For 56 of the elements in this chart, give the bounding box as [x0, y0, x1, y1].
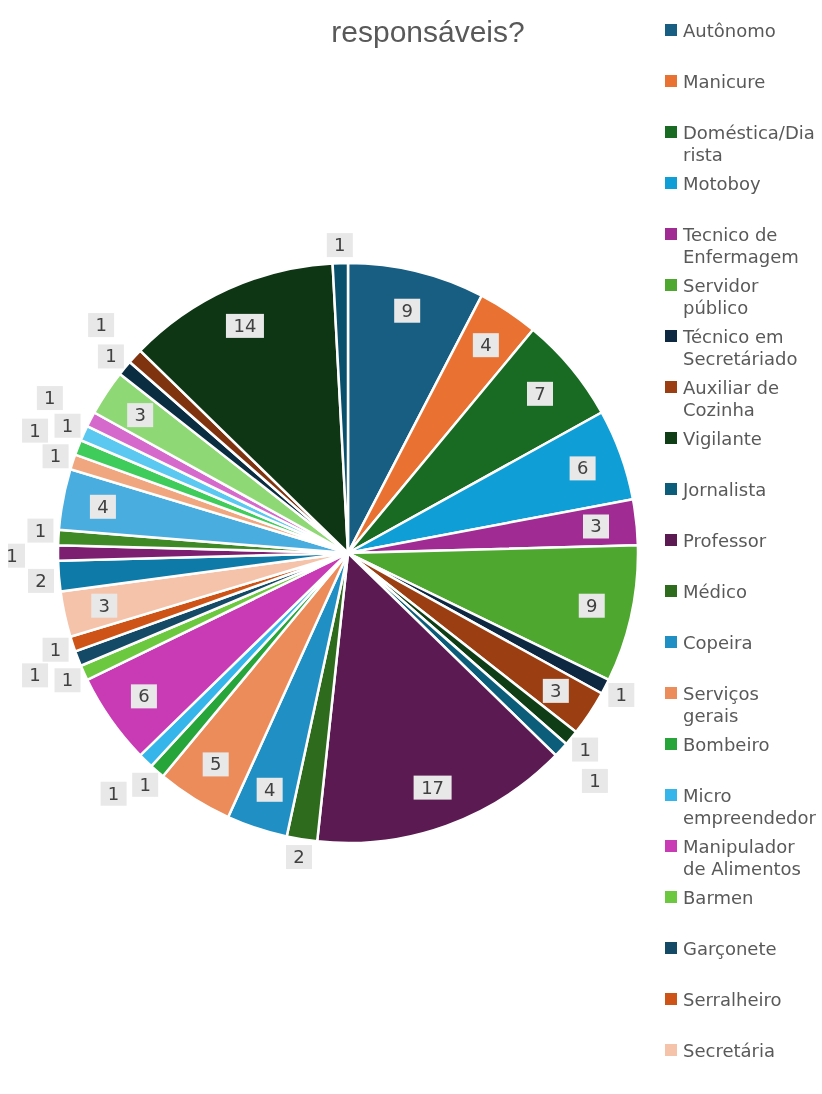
- data-label: 14: [233, 314, 257, 336]
- chart-title: responsáveis?: [331, 15, 525, 48]
- data-label: 2: [35, 569, 47, 591]
- data-label: 3: [590, 515, 602, 537]
- legend-label: Vigilante: [683, 428, 762, 449]
- legend-label: Motoboy: [683, 173, 762, 194]
- legend-label: Serralheiro: [683, 989, 782, 1010]
- data-label: 3: [134, 404, 146, 426]
- legend-label: Secretária: [683, 1040, 775, 1061]
- legend-label: Servidor público: [683, 275, 759, 318]
- data-label: 9: [586, 594, 598, 616]
- legend-label: Copeira: [683, 632, 753, 653]
- data-label: 1: [6, 544, 18, 566]
- data-label: 1: [139, 773, 151, 795]
- legend-label: Jornalista: [682, 479, 767, 500]
- data-label: 1: [579, 738, 591, 760]
- data-label: 7: [534, 382, 546, 404]
- data-label: 1: [34, 519, 47, 541]
- data-label: 4: [263, 778, 276, 800]
- data-label: 1: [49, 445, 62, 467]
- data-label: 1: [29, 419, 41, 441]
- data-label: 1: [107, 782, 120, 804]
- data-label: 1: [49, 638, 62, 660]
- data-label: 1: [334, 234, 346, 256]
- legend-label: Médico: [683, 581, 747, 602]
- data-label: 6: [576, 457, 589, 479]
- legend-label: Barmen: [683, 887, 754, 908]
- data-label: 1: [615, 684, 628, 706]
- data-label: 1: [29, 664, 41, 686]
- data-label: 1: [589, 769, 601, 791]
- data-label: 1: [61, 414, 74, 436]
- data-label: 1: [105, 345, 117, 367]
- data-label: 2: [293, 846, 305, 868]
- legend-label: Auxiliar de Cozinha: [683, 377, 780, 420]
- legend-label: Manipulador de Alimentos: [683, 836, 802, 879]
- data-label: 5: [209, 753, 222, 775]
- data-label: 4: [480, 334, 492, 356]
- data-label: 1: [95, 314, 107, 336]
- legend-label: Manicure: [683, 71, 766, 92]
- data-label: 9: [401, 299, 413, 321]
- data-label: 6: [138, 685, 150, 707]
- legend-label: Garçonete: [683, 938, 777, 959]
- data-label: 1: [61, 669, 74, 691]
- legend-label: Técnico em Secretáriado: [682, 326, 798, 369]
- legend-label: Micro empreendedor: [683, 785, 817, 828]
- data-label: 3: [550, 679, 562, 701]
- legend-label: Doméstica/Diarista: [683, 122, 815, 165]
- data-label: 1: [44, 387, 56, 409]
- data-label: 3: [98, 594, 110, 616]
- legend-label: Tecnico de Enfermagem: [682, 224, 799, 267]
- legend-label: Professor: [683, 530, 767, 551]
- legend-label: Autônomo: [683, 20, 776, 41]
- legend-label: Serviços gerais: [683, 683, 759, 726]
- data-label: 4: [97, 495, 109, 517]
- legend-label: Bombeiro: [683, 734, 770, 755]
- data-label: 17: [421, 776, 445, 798]
